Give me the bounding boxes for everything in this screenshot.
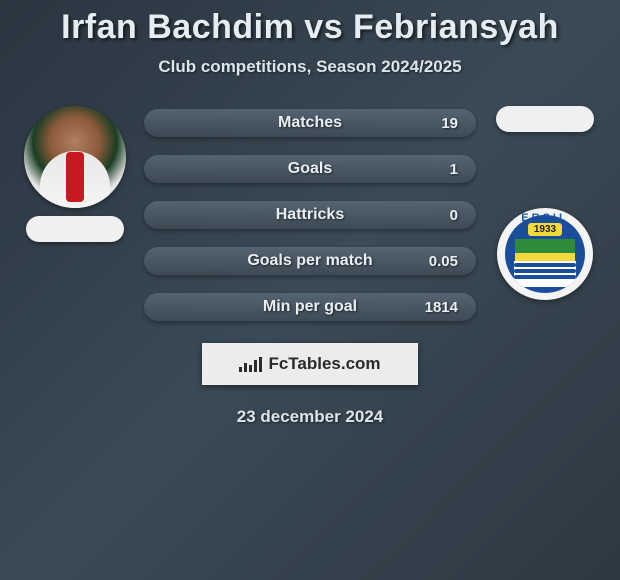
club-badge-inner: 1933 — [505, 215, 585, 293]
stat-label: Goals per match — [247, 252, 372, 270]
brand-logo[interactable]: FcTables.com — [202, 343, 418, 385]
comparison-card: Irfan Bachdim vs Febriansyah Club compet… — [0, 0, 620, 427]
stat-value-right: 19 — [441, 115, 458, 132]
date-text: 23 december 2024 — [0, 407, 620, 427]
stat-value-right: 0 — [450, 207, 458, 224]
brand-name: FcTables.com — [268, 354, 380, 374]
stat-value-right: 1 — [450, 161, 458, 178]
stat-label: Min per goal — [263, 298, 357, 316]
club-green-band — [515, 239, 575, 253]
stat-label: Goals — [288, 160, 332, 178]
player-avatar-left — [24, 106, 126, 208]
country-flag-left — [26, 216, 124, 242]
stat-row-goals-per-match: Goals per match 0.05 — [144, 247, 476, 275]
club-waves — [514, 261, 576, 287]
club-yellow-band — [515, 253, 575, 261]
subtitle: Club competitions, Season 2024/2025 — [0, 57, 620, 77]
club-logo-right: ERSIL 1933 — [497, 208, 593, 300]
stat-label: Matches — [278, 114, 342, 132]
stat-row-matches: Matches 19 — [144, 109, 476, 137]
stat-value-right: 0.05 — [429, 253, 458, 270]
stat-label: Hattricks — [276, 206, 344, 224]
bar-chart-icon — [239, 356, 262, 372]
right-player-column: ERSIL 1933 — [490, 103, 600, 300]
country-flag-right — [496, 106, 594, 132]
stat-value-right: 1814 — [425, 299, 458, 316]
stats-column: Matches 19 Goals 1 Hattricks 0 Goals per… — [130, 103, 490, 321]
stat-row-goals: Goals 1 — [144, 155, 476, 183]
main-row: Matches 19 Goals 1 Hattricks 0 Goals per… — [0, 103, 620, 321]
stat-row-hattricks: Hattricks 0 — [144, 201, 476, 229]
stat-row-min-per-goal: Min per goal 1814 — [144, 293, 476, 321]
page-title: Irfan Bachdim vs Febriansyah — [0, 8, 620, 47]
left-player-column — [20, 103, 130, 242]
club-year: 1933 — [528, 223, 562, 236]
